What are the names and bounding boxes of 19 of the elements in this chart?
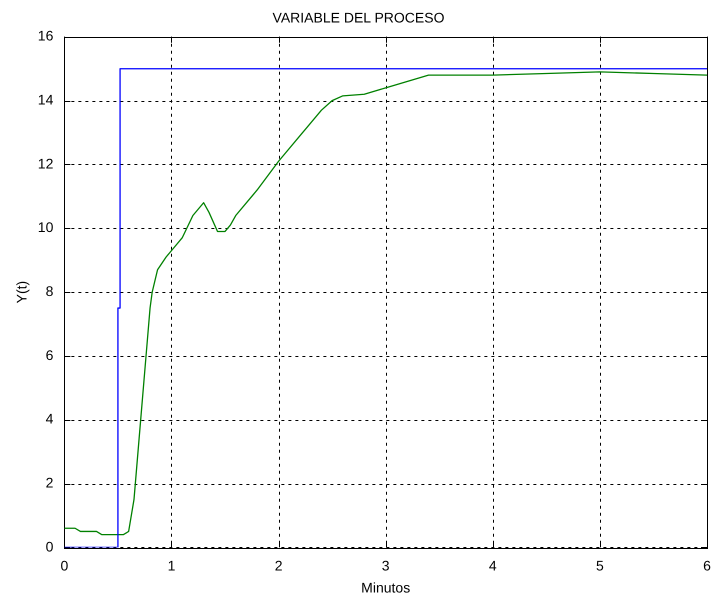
y-tick-label: 2	[46, 474, 54, 490]
chart-title: VARIABLE DEL PROCESO	[272, 9, 445, 26]
x-tick-label: 4	[488, 558, 497, 574]
y-tick-label: 12	[38, 155, 54, 172]
x-tick-label: 5	[596, 558, 604, 574]
y-tick-label: 10	[38, 219, 54, 236]
x-tick-label: 6	[703, 558, 712, 574]
y-tick-label: 8	[46, 282, 54, 299]
x-axis-title: Minutos	[361, 579, 410, 596]
y-tick-label: 16	[38, 28, 54, 44]
y-tick-label: 6	[46, 346, 54, 363]
y-tick-label: 4	[46, 410, 54, 427]
y-axis-title: Y(t)	[13, 280, 30, 304]
y-tick-label: 0	[46, 538, 54, 554]
x-tick-label: 0	[60, 558, 68, 574]
x-tick-label: 2	[274, 558, 283, 574]
x-tick-label: 1	[168, 558, 176, 574]
y-tick-label: 14	[38, 91, 54, 108]
x-tick-label: 3	[382, 558, 390, 574]
